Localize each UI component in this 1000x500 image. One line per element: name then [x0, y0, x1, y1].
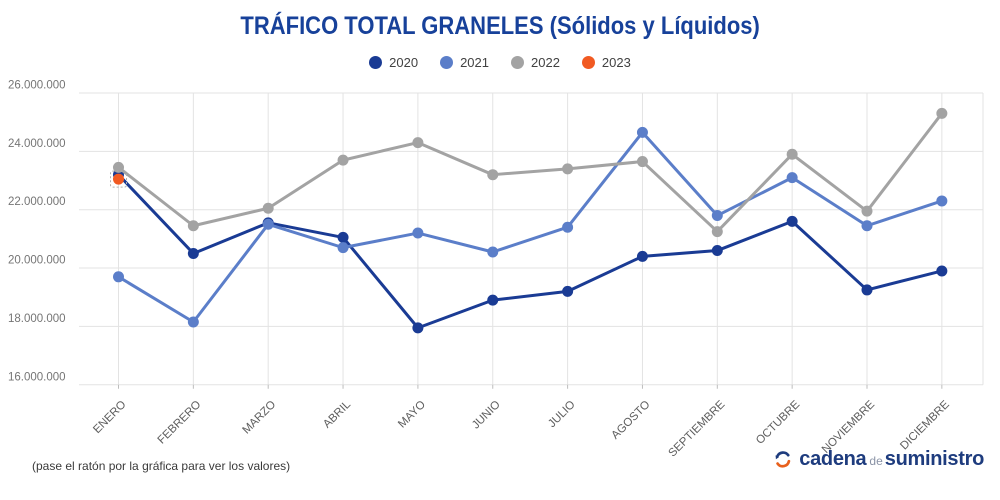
svg-text:22.000.000: 22.000.000 [8, 196, 66, 208]
chart-title-text: TRÁFICO TOTAL GRANELES (Sólidos y Líquid… [240, 12, 760, 40]
data-point-2022-OCTUBRE[interactable] [786, 148, 798, 160]
selected-point-ring [110, 170, 127, 188]
legend-label-2022: 2022 [531, 54, 560, 70]
data-point-2020-JULIO[interactable] [562, 285, 574, 297]
svg-text:FEBRERO: FEBRERO [156, 399, 204, 447]
data-point-2020-DICIEMBRE[interactable] [936, 265, 948, 277]
legend-label-2021: 2021 [460, 54, 489, 70]
legend-label-2023: 2023 [601, 54, 631, 70]
svg-text:26.000.000: 26.000.000 [8, 80, 66, 92]
data-point-2023-ENERO[interactable] [113, 173, 124, 185]
data-point-2021-MAYO[interactable] [412, 227, 424, 239]
legend-marker-2022 [511, 55, 524, 69]
legend-label-2020: 2020 [389, 54, 419, 70]
svg-text:JUNIO: JUNIO [470, 399, 503, 432]
svg-text:AGOSTO: AGOSTO [609, 399, 652, 442]
data-point-2021-ENERO[interactable] [113, 271, 124, 283]
data-point-2020-SEPTIEMBRE[interactable] [711, 245, 723, 257]
svg-text:20.000.000: 20.000.000 [8, 255, 66, 267]
data-point-2020-MAYO[interactable] [412, 322, 424, 334]
series-line-2020 [117, 173, 944, 330]
data-point-2022-AGOSTO[interactable] [636, 156, 648, 168]
svg-text:16.000.000: 16.000.000 [8, 371, 66, 383]
y-axis-labels: 26.000.000 24.000.000 22.000.000 20.000.000… [8, 80, 66, 384]
svg-text:OCTUBRE: OCTUBRE [754, 398, 802, 446]
chart-legend: 2020 2021 2022 2023 [0, 53, 1000, 71]
series-line-2021 [117, 130, 944, 324]
brand-logo[interactable]: cadena de suministro [772, 448, 984, 471]
svg-text:DICIEMBRE: DICIEMBRE [898, 398, 952, 452]
data-point-2021-FEBRERO[interactable] [187, 316, 199, 328]
svg-text:ABRIL: ABRIL [321, 398, 353, 430]
data-point-2020-OCTUBRE[interactable] [786, 215, 798, 227]
data-point-2020-FEBRERO[interactable] [187, 247, 199, 259]
data-point-2022-DICIEMBRE[interactable] [936, 107, 948, 119]
data-point-2022-MAYO[interactable] [412, 137, 424, 149]
brand-logo-icon [775, 451, 791, 468]
data-point-2021-DICIEMBRE[interactable] [936, 195, 948, 207]
data-point-2021-SEPTIEMBRE[interactable] [711, 210, 723, 222]
data-point-2020-JUNIO[interactable] [487, 294, 499, 306]
data-point-2021-OCTUBRE[interactable] [786, 172, 798, 184]
data-point-2021-NOVIEMBRE[interactable] [861, 220, 873, 232]
data-point-2021-JULIO[interactable] [562, 221, 574, 233]
legend-item-2022: 2022 [511, 55, 560, 70]
data-point-2022-MARZO[interactable] [262, 202, 274, 214]
data-point-2022-FEBRERO[interactable] [187, 220, 199, 232]
legend-marker-2020 [369, 55, 383, 69]
data-point-2022-SEPTIEMBRE[interactable] [711, 226, 723, 238]
chart-title: TRÁFICO TOTAL GRANELES (Sólidos y Líquid… [0, 12, 1000, 41]
data-point-2021-AGOSTO[interactable] [636, 126, 648, 138]
data-point-2021-MARZO[interactable] [262, 218, 274, 230]
data-point-2020-NOVIEMBRE[interactable] [861, 284, 873, 296]
legend-item-2023: 2023 [581, 54, 631, 70]
svg-text:24.000.000: 24.000.000 [8, 138, 66, 150]
logo-word-cadena: cadena [799, 448, 867, 470]
legend-marker-2023 [581, 55, 595, 69]
legend-item-2021: 2021 [440, 55, 489, 70]
hover-hint-text: (pase el ratón por la gráfica para ver l… [32, 459, 291, 473]
series-line-2022 [117, 111, 944, 234]
svg-text:ENERO: ENERO [91, 399, 128, 436]
data-point-2022-NOVIEMBRE[interactable] [861, 205, 873, 217]
svg-text:18.000.000: 18.000.000 [8, 313, 66, 325]
data-point-2021-JUNIO[interactable] [487, 246, 499, 258]
data-point-2020-AGOSTO[interactable] [636, 250, 648, 262]
data-point-2021-ABRIL[interactable] [337, 242, 349, 254]
data-point-2022-JUNIO[interactable] [487, 169, 499, 181]
svg-text:SEPTIEMBRE: SEPTIEMBRE [667, 398, 728, 459]
svg-text:MARZO: MARZO [240, 399, 278, 437]
data-point-2022-ABRIL[interactable] [337, 154, 349, 166]
logo-word-suministro: suministro [884, 448, 985, 470]
legend-marker-2021 [440, 55, 454, 69]
data-point-2020-ABRIL[interactable] [337, 231, 349, 243]
svg-text:JULIO: JULIO [546, 399, 578, 431]
data-point-2022-JULIO[interactable] [562, 163, 574, 175]
legend-item-2020: 2020 [369, 55, 418, 70]
svg-text:MAYO: MAYO [396, 399, 428, 431]
logo-word-de: de [869, 454, 883, 468]
data-point-2022-ENERO[interactable] [113, 161, 124, 173]
